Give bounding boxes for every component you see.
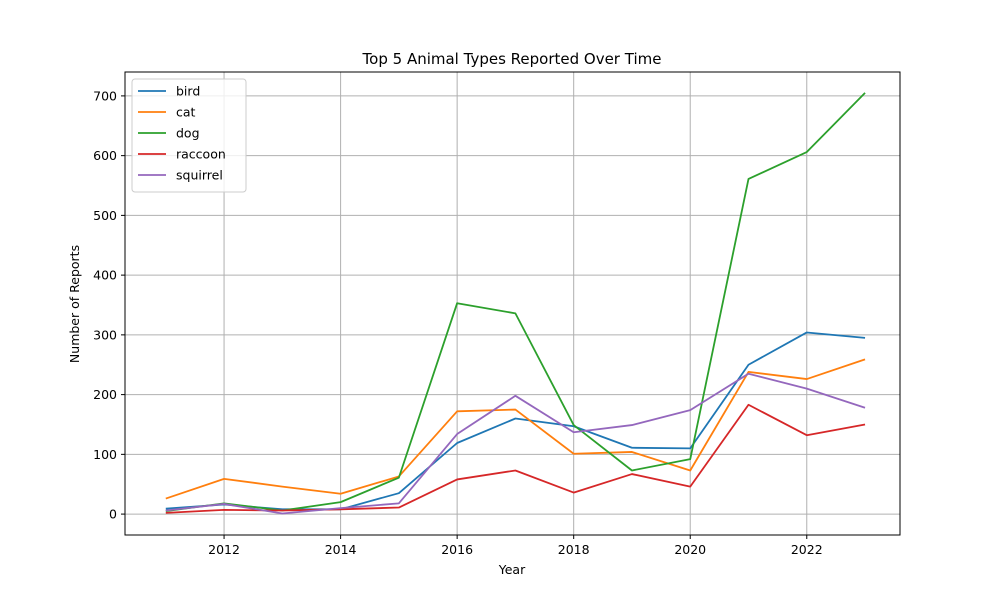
series-line-raccoon (165, 403, 866, 514)
legend-label-cat: cat (176, 105, 196, 120)
y-tick-label: 500 (93, 208, 117, 223)
y-tick-label: 100 (93, 447, 117, 462)
series-lines (165, 92, 866, 515)
series-line-squirrel (165, 372, 866, 515)
plot-area-frame (124, 71, 901, 536)
y-tick-label: 600 (93, 148, 117, 163)
x-tick-label: 2018 (558, 542, 590, 557)
x-tick-label: 2022 (791, 542, 823, 557)
legend-label-dog: dog (176, 126, 200, 141)
legend-box (131, 78, 247, 193)
x-axis-label: Year (498, 562, 526, 577)
y-tick-label: 200 (93, 387, 117, 402)
legend-label-bird: bird (176, 84, 200, 99)
legend: bird cat dog raccoon squirrel (131, 78, 247, 193)
y-tick-label: 400 (93, 268, 117, 283)
legend-label-squirrel: squirrel (176, 168, 223, 183)
x-tick-label: 2014 (325, 542, 357, 557)
y-tick-label: 0 (109, 507, 117, 522)
x-tick-label: 2016 (441, 542, 473, 557)
x-tick-label: 2020 (674, 542, 706, 557)
legend-label-raccoon: raccoon (176, 147, 226, 162)
y-tick-label: 700 (93, 88, 117, 103)
series-line-cat (165, 358, 866, 500)
axis-ticks: 2012 2014 2016 2018 2020 2022 0 100 200 300 400 500… (93, 88, 823, 557)
series-line-bird (165, 331, 866, 511)
y-axis-label: Number of Reports (67, 245, 82, 363)
y-tick-label: 300 (93, 327, 117, 342)
x-tick-label: 2012 (208, 542, 240, 557)
chart-title: Top 5 Animal Types Reported Over Time (362, 50, 662, 68)
